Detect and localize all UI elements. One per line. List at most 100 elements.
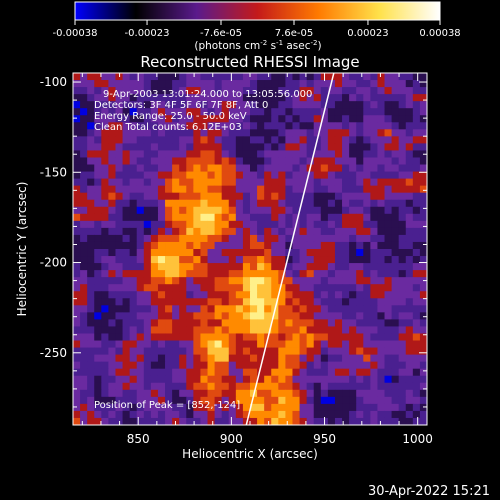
heatmap-cell — [242, 206, 251, 215]
heatmap-cell — [370, 403, 378, 412]
heatmap-cell — [73, 291, 81, 299]
heatmap-cell — [363, 87, 371, 95]
heatmap-cell — [313, 403, 322, 412]
heatmap-cell — [193, 199, 201, 208]
heatmap-cell — [80, 192, 88, 201]
colorbar-tick-label: -0.00038 — [53, 28, 98, 39]
heatmap-cell — [306, 410, 315, 419]
heatmap-cell — [122, 73, 131, 81]
heatmap-cell — [207, 115, 215, 123]
heatmap-cell — [349, 171, 357, 179]
heatmap-cell — [278, 417, 286, 425]
heatmap-cell — [250, 150, 258, 158]
heatmap-cell — [228, 94, 237, 102]
heatmap-cell — [419, 87, 427, 95]
heatmap-cell — [349, 333, 357, 341]
heatmap-cell — [285, 263, 293, 271]
heatmap-cell — [412, 382, 421, 391]
heatmap-cell — [80, 150, 88, 158]
heatmap-cell — [165, 249, 173, 257]
heatmap-cell — [292, 115, 300, 123]
heatmap-cell — [419, 319, 427, 327]
heatmap-cell — [122, 333, 131, 341]
heatmap-cell — [186, 178, 194, 187]
heatmap-cell — [80, 298, 88, 306]
heatmap-cell — [101, 101, 109, 109]
heatmap-cell — [242, 291, 251, 299]
heatmap-cell — [299, 249, 308, 257]
heatmap-cell — [377, 143, 385, 151]
heatmap-cell — [250, 305, 258, 313]
heatmap-cell — [285, 389, 293, 398]
heatmap-cell — [80, 164, 88, 172]
heatmap-cell — [157, 417, 166, 425]
heatmap-cell — [129, 410, 138, 419]
heatmap-cell — [108, 157, 116, 165]
heatmap-cell — [165, 94, 173, 102]
heatmap-cell — [87, 277, 95, 285]
heatmap-cell — [271, 199, 279, 208]
heatmap-cell — [377, 312, 385, 320]
heatmap-cell — [257, 354, 265, 363]
heatmap-cell — [342, 354, 350, 363]
heatmap-cell — [214, 333, 223, 341]
heatmap-cell — [179, 227, 187, 236]
heatmap-cell — [129, 122, 138, 130]
heatmap-cell — [327, 312, 336, 320]
heatmap-cell — [87, 361, 95, 370]
heatmap-cell — [292, 326, 300, 334]
heatmap-cell — [122, 410, 131, 419]
heatmap-cell — [398, 382, 407, 391]
heatmap-cell — [327, 178, 336, 187]
heatmap-cell — [235, 284, 244, 292]
heatmap-cell — [129, 94, 138, 102]
heatmap-cell — [87, 256, 95, 264]
heatmap-cell — [370, 375, 378, 384]
heatmap-cell — [80, 157, 88, 165]
heatmap-cell — [257, 87, 265, 95]
heatmap-cell — [136, 80, 145, 88]
heatmap-cell — [150, 291, 159, 299]
heatmap-cell — [108, 108, 116, 116]
heatmap-cell — [377, 220, 385, 229]
heatmap-cell — [306, 333, 315, 341]
heatmap-cell — [108, 396, 116, 405]
heatmap-cell — [320, 171, 329, 179]
heatmap-cell — [257, 340, 265, 348]
heatmap-cell — [313, 87, 322, 95]
heatmap-cell — [129, 354, 138, 363]
heatmap-cell — [292, 340, 300, 348]
heatmap-cell — [115, 220, 123, 229]
heatmap-cell — [143, 403, 152, 412]
heatmap-cell — [391, 361, 400, 370]
heatmap-cell — [186, 129, 194, 137]
heatmap-cell — [250, 382, 258, 391]
heatmap-cell — [271, 108, 279, 116]
heatmap-cell — [157, 157, 166, 165]
heatmap-cell — [136, 199, 145, 208]
heatmap-cell — [363, 375, 371, 384]
heatmap-cell — [334, 305, 343, 313]
heatmap-cell — [186, 227, 194, 236]
heatmap-cell — [108, 312, 116, 320]
heatmap-cell — [186, 164, 194, 172]
heatmap-cell — [313, 417, 322, 425]
heatmap-cell — [264, 150, 272, 158]
heatmap-cell — [257, 227, 265, 236]
heatmap-cell — [306, 403, 315, 412]
heatmap-cell — [285, 284, 293, 292]
heatmap-cell — [101, 213, 109, 222]
heatmap-cell — [384, 241, 392, 250]
heatmap-cell — [150, 382, 159, 391]
heatmap-cell — [193, 73, 201, 81]
heatmap-cell — [242, 199, 251, 208]
heatmap-cell — [313, 73, 322, 81]
heatmap-cell — [320, 206, 329, 215]
heatmap-cell — [384, 361, 392, 370]
heatmap-cell — [179, 375, 187, 384]
heatmap-cell — [285, 192, 293, 201]
heatmap-cell — [143, 171, 152, 179]
heatmap-cell — [299, 220, 308, 229]
heatmap-cell — [221, 206, 230, 215]
heatmap-cell — [87, 396, 95, 405]
